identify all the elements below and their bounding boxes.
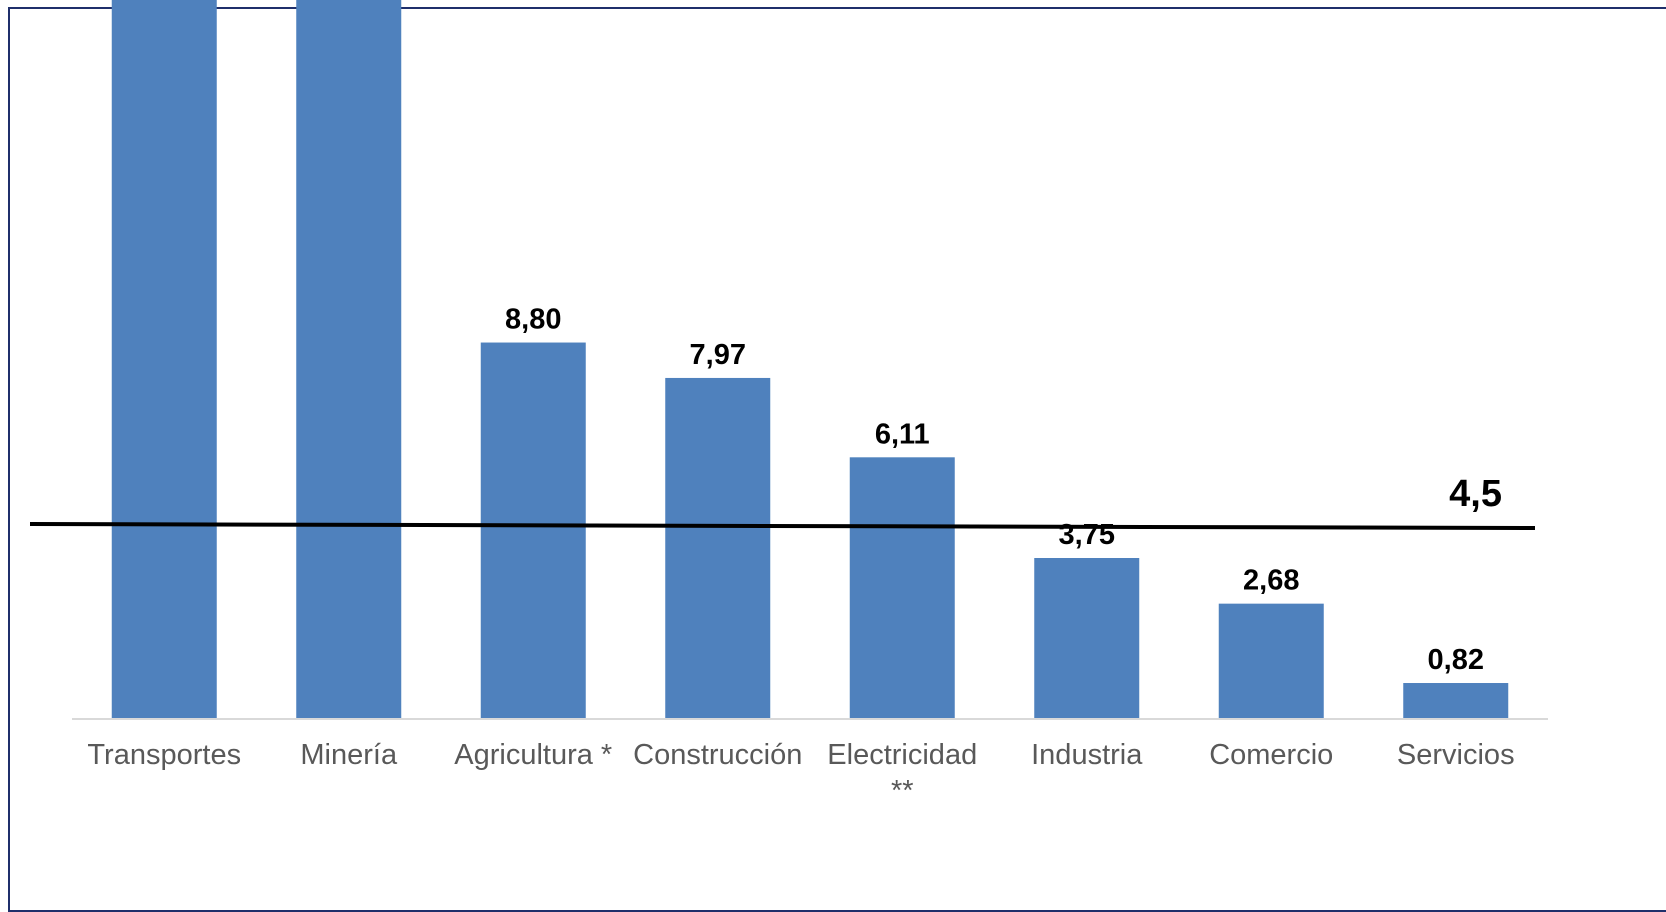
bar <box>1218 603 1324 718</box>
bar <box>1403 683 1509 718</box>
x-tick-label: Electricidad <box>827 739 977 771</box>
bar <box>480 342 586 718</box>
data-label: 6,11 <box>875 418 930 450</box>
x-tick-label: Agricultura * <box>454 739 612 771</box>
reference-line <box>29 522 1536 530</box>
reference-line-label: 4,5 <box>1449 473 1502 515</box>
bar <box>849 457 955 718</box>
x-tick-label: Industria <box>1031 739 1143 771</box>
data-label: 0,82 <box>1428 644 1484 676</box>
x-tick-label: Servicios <box>1397 739 1515 771</box>
data-label: 8,80 <box>505 304 561 336</box>
x-tick-label: Transportes <box>87 739 241 771</box>
bar <box>1034 558 1140 718</box>
bar <box>665 377 771 718</box>
labels-layer: 20,15Transportes18,17Minería8,80Agricult… <box>87 304 1515 807</box>
data-label: 7,97 <box>690 339 746 371</box>
x-tick-label: Minería <box>300 739 398 771</box>
data-label: 3,75 <box>1059 519 1115 551</box>
x-tick-label: Comercio <box>1209 739 1333 771</box>
bar <box>111 0 217 718</box>
reference-line-layer: 4,5 <box>29 473 1536 530</box>
x-tick-label: Construcción <box>633 739 802 771</box>
bars-layer <box>111 0 1509 719</box>
data-label: 2,68 <box>1243 565 1299 597</box>
x-tick-label: ** <box>891 775 914 807</box>
bar <box>296 0 402 719</box>
